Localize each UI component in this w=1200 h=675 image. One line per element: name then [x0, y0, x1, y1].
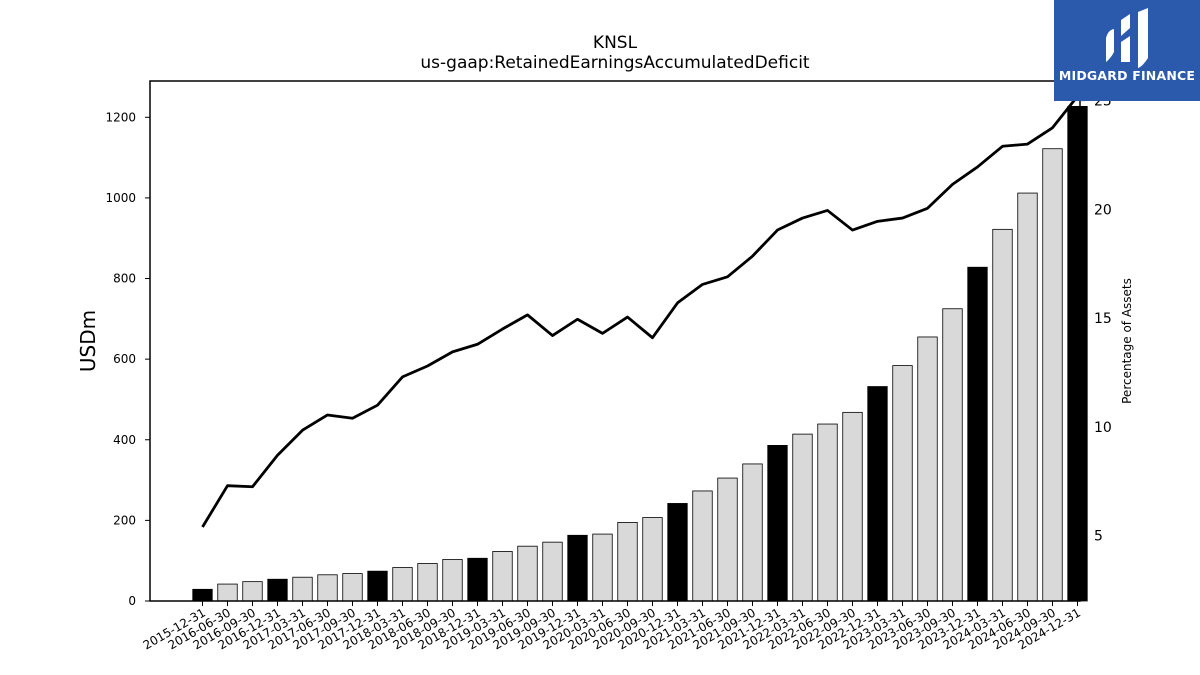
y2-axis-label: Percentage of Assets [1120, 278, 1134, 404]
bar [1017, 192, 1038, 602]
y-tick-label: 800 [113, 272, 136, 286]
bar [342, 573, 363, 602]
bar-series [192, 105, 1088, 602]
bar [267, 578, 288, 602]
bar [592, 533, 613, 602]
bar [817, 423, 838, 602]
bar [717, 477, 738, 602]
bar [667, 503, 688, 602]
bar [992, 228, 1013, 602]
bar [742, 463, 763, 602]
bar [192, 588, 213, 602]
x-axis: 2015-12-312016-06-302016-09-302016-12-31… [141, 601, 1083, 652]
y2-tick-label: 10 [1094, 420, 1112, 436]
bar [867, 386, 888, 602]
bar [317, 574, 338, 602]
plot-frame [149, 80, 1081, 602]
bar [692, 490, 713, 602]
percentage-of-assets-line [201, 95, 1079, 528]
y-tick-label: 0 [128, 594, 136, 608]
bar [467, 557, 488, 602]
bar [967, 266, 988, 602]
line-series [201, 95, 1079, 528]
bar [517, 545, 538, 602]
bar [892, 365, 913, 602]
bar [217, 583, 238, 602]
brand-mark-icon [1106, 8, 1148, 68]
bar [292, 576, 313, 602]
bar [792, 433, 813, 602]
bar [392, 567, 413, 602]
chart-subtitle: us-gaap:RetainedEarningsAccumulatedDefic… [420, 53, 810, 73]
bar [1042, 148, 1063, 602]
y-tick-label: 400 [113, 433, 136, 447]
bar [367, 570, 388, 602]
left-axis: 0 200 400 600 800 1000 1200 [105, 110, 150, 608]
brand-logo: MIDGARD FINANCE [1054, 0, 1200, 101]
bar [567, 534, 588, 602]
bar [767, 445, 788, 602]
bar [442, 559, 463, 602]
bar [417, 563, 438, 602]
bar [942, 308, 963, 602]
bar [542, 541, 563, 602]
bar [842, 411, 863, 602]
brand-name: MIDGARD FINANCE [1058, 68, 1196, 83]
y2-tick-label: 20 [1094, 202, 1112, 218]
y-tick-label: 600 [113, 352, 136, 366]
y-axis-label: USDm [76, 310, 100, 372]
y2-tick-label: 15 [1094, 311, 1112, 327]
bar [492, 551, 513, 602]
y-tick-label: 1200 [105, 110, 136, 124]
y2-tick-label: 5 [1094, 529, 1103, 545]
chart-title: KNSL [593, 33, 638, 53]
bar [917, 336, 938, 602]
bar [242, 581, 263, 602]
bar [1067, 105, 1088, 602]
y-tick-label: 1000 [105, 191, 136, 205]
bar [642, 517, 663, 602]
y-tick-label: 200 [113, 513, 136, 527]
bar [617, 521, 638, 602]
